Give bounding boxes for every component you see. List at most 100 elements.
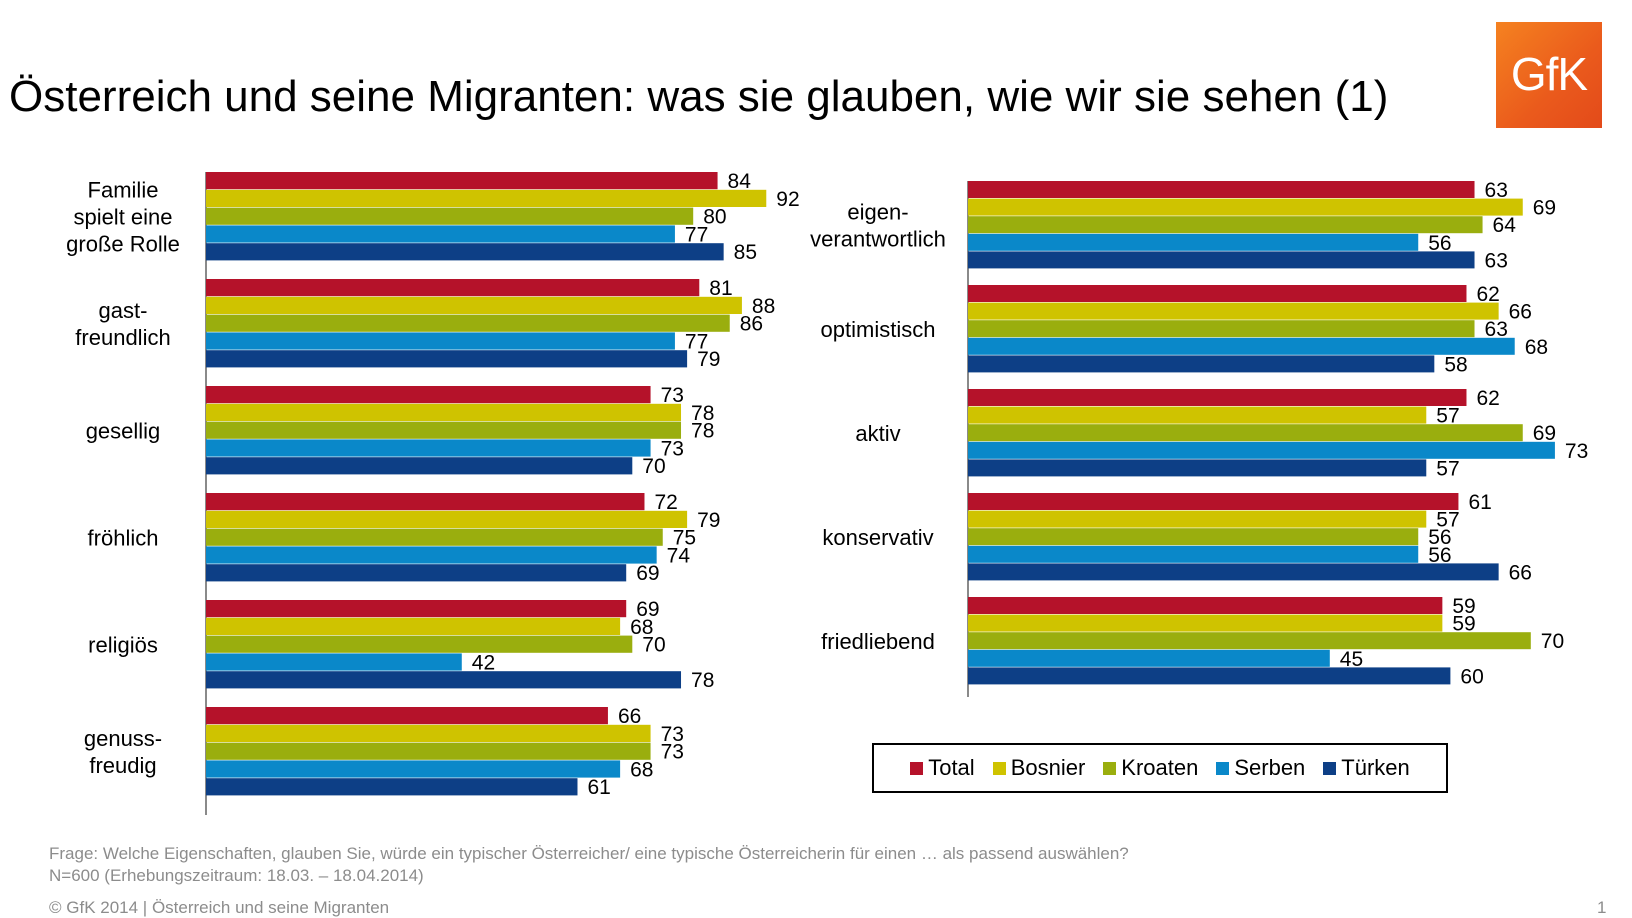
bar xyxy=(206,493,645,511)
data-label: 78 xyxy=(691,669,714,692)
data-label: 74 xyxy=(667,544,691,567)
legend-swatch xyxy=(1323,761,1337,775)
bar xyxy=(206,439,651,457)
bar xyxy=(968,441,1555,459)
bar xyxy=(968,597,1443,614)
data-label: 73 xyxy=(661,741,684,764)
data-label: 72 xyxy=(654,491,677,514)
data-label: 56 xyxy=(1428,232,1451,255)
data-label: 69 xyxy=(1533,197,1556,220)
category-label: religiös xyxy=(88,633,158,658)
footnote-sample: N=600 (Erhebungszeitraum: 18.03. – 18.04… xyxy=(49,866,424,885)
data-label: 59 xyxy=(1452,595,1475,618)
data-label: 58 xyxy=(1444,353,1467,376)
data-label: 69 xyxy=(1533,422,1556,445)
bar xyxy=(206,225,675,243)
category-label: fröhlich xyxy=(88,526,159,551)
legend-item: Total xyxy=(910,755,975,781)
data-label: 73 xyxy=(661,437,684,460)
bar xyxy=(968,181,1475,198)
bar xyxy=(968,545,1419,563)
data-label: 73 xyxy=(1565,440,1588,463)
data-label: 62 xyxy=(1476,387,1499,410)
bar xyxy=(206,528,663,546)
bar xyxy=(206,778,578,796)
bar xyxy=(968,320,1475,338)
data-label: 75 xyxy=(673,527,696,550)
category-label: Familie spielt eine große Rolle xyxy=(66,178,180,257)
category-label: gesellig xyxy=(86,419,161,444)
bar xyxy=(206,617,621,635)
bar xyxy=(206,421,682,439)
bar xyxy=(206,635,633,653)
category-label: konservativ xyxy=(822,525,933,550)
data-label: 68 xyxy=(1525,336,1548,359)
data-label: 73 xyxy=(661,384,684,407)
bar xyxy=(968,337,1515,355)
data-label: 80 xyxy=(703,206,726,229)
bar xyxy=(206,332,675,350)
bar xyxy=(968,251,1475,269)
data-label: 56 xyxy=(1428,544,1451,567)
bar xyxy=(206,279,700,297)
data-label: 84 xyxy=(728,170,752,193)
footer-copyright: © GfK 2014 | Österreich und seine Migran… xyxy=(49,898,390,917)
legend-label: Bosnier xyxy=(1010,755,1086,780)
data-label: 78 xyxy=(691,420,714,443)
bar xyxy=(206,296,742,314)
data-label: 66 xyxy=(1509,561,1532,584)
legend-item: Kroaten xyxy=(1103,755,1198,781)
data-label: 77 xyxy=(685,330,708,353)
data-label: 60 xyxy=(1460,665,1483,688)
bar xyxy=(206,207,694,225)
page-title: Österreich und seine Migranten: was sie … xyxy=(9,72,1389,121)
legend-label: Türken xyxy=(1341,755,1410,780)
bar xyxy=(968,424,1523,442)
bar xyxy=(968,355,1435,373)
bar xyxy=(968,667,1451,685)
category-label: genuss-freudig xyxy=(84,726,162,778)
data-label: 86 xyxy=(740,313,763,336)
data-label: 81 xyxy=(709,277,732,300)
bar xyxy=(206,760,621,778)
bar xyxy=(968,614,1443,632)
data-label: 92 xyxy=(776,188,799,211)
bar xyxy=(206,172,718,190)
data-label: 68 xyxy=(630,758,653,781)
bar xyxy=(968,233,1419,251)
bar xyxy=(206,403,682,421)
data-label: 73 xyxy=(661,723,684,746)
bar xyxy=(968,563,1499,581)
bar xyxy=(968,459,1427,477)
bar xyxy=(206,457,633,475)
data-label: 63 xyxy=(1485,249,1508,272)
category-label: eigen-verantwortlich xyxy=(810,200,946,252)
data-label: 70 xyxy=(1541,630,1564,653)
data-label: 61 xyxy=(587,776,610,799)
data-label: 57 xyxy=(1436,405,1459,428)
data-label: 85 xyxy=(734,241,757,264)
bar xyxy=(968,632,1531,650)
data-label: 42 xyxy=(472,651,495,674)
category-label: gast-freundlich xyxy=(75,298,170,350)
bar xyxy=(206,386,651,404)
data-label: 70 xyxy=(642,634,665,657)
bar xyxy=(206,564,627,582)
bar xyxy=(968,198,1523,216)
category-label: aktiv xyxy=(855,421,900,446)
category-label: friedliebend xyxy=(821,629,935,654)
data-label: 57 xyxy=(1436,457,1459,480)
bar xyxy=(968,302,1499,320)
bar xyxy=(968,406,1427,424)
data-label: 62 xyxy=(1476,283,1499,306)
bar xyxy=(968,389,1467,406)
data-label: 57 xyxy=(1436,509,1459,532)
bar xyxy=(968,528,1419,546)
footnote-question: Frage: Welche Eigenschaften, glauben Sie… xyxy=(49,844,1129,863)
bar xyxy=(206,510,688,528)
legend-swatch xyxy=(1216,761,1230,775)
bar xyxy=(206,671,682,689)
data-label: 78 xyxy=(691,402,714,425)
data-label: 59 xyxy=(1452,613,1475,636)
